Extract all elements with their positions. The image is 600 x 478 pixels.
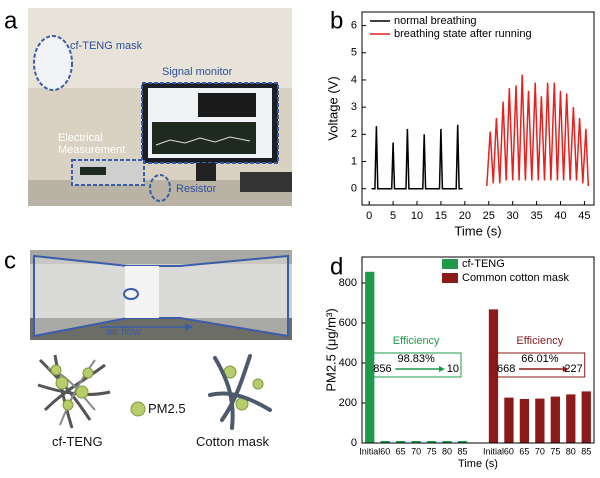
x-tick-label: 0 (366, 210, 372, 222)
y-tick-label: 0 (351, 437, 357, 449)
y-tick-label: 5 (351, 47, 357, 59)
bar (457, 441, 468, 443)
legend-label: breathing state after running (394, 28, 532, 40)
y-tick-label: 6 (351, 19, 357, 31)
y-tick-label: 600 (339, 317, 357, 329)
bar (504, 397, 514, 443)
annotation: 98.83% (397, 353, 435, 365)
bar (566, 394, 576, 443)
bar (519, 399, 530, 443)
x-tick-label: 10 (411, 210, 423, 222)
x-tick-label: 60 (380, 446, 390, 456)
y-tick-label: 0 (351, 183, 357, 195)
annotation-arrowhead (438, 366, 445, 372)
y-tick-label: 3 (351, 101, 357, 113)
annotation: Efficiency (393, 335, 440, 347)
panel-label: d (330, 253, 343, 280)
line-series (486, 74, 590, 187)
x-tick-label: 30 (507, 210, 519, 222)
annotation: 856 (373, 363, 391, 375)
y-tick-label: 800 (339, 277, 357, 289)
photo-label: PM2.5 (148, 401, 186, 416)
annotation-arrowhead (562, 366, 569, 372)
bar (365, 271, 375, 443)
x-tick-label: Initial (359, 446, 380, 456)
annotation: Efficiency (516, 335, 563, 347)
annotation-box (370, 352, 462, 378)
photo-label: Signal monitor (162, 66, 233, 78)
line-series (371, 124, 463, 190)
y-tick-label: 2 (351, 128, 357, 140)
photo-label: Electrical Measurement (58, 132, 126, 156)
photo-a (28, 8, 292, 206)
plot-frame (361, 256, 595, 444)
x-tick-label: 5 (390, 210, 396, 222)
annotation: 66.01% (521, 353, 559, 365)
photo-label: cf-TENG mask (70, 40, 143, 52)
y-axis-label: PM2.5 (μg/m³) (323, 308, 338, 391)
annotation: 668 (497, 363, 515, 375)
x-tick-label: 85 (458, 446, 468, 456)
legend-label: normal breathing (394, 15, 477, 27)
photo-label: cf-TENG (52, 434, 103, 449)
x-tick-label: 70 (411, 446, 421, 456)
legend-label: Common cotton mask (462, 272, 569, 284)
x-tick-label: 65 (396, 446, 406, 456)
y-axis-label: Voltage (V) (325, 76, 340, 140)
x-tick-label: 75 (550, 446, 560, 456)
x-axis-label: Time (s) (454, 223, 501, 238)
x-tick-label: 80 (442, 446, 452, 456)
x-tick-label: 20 (459, 210, 471, 222)
annotation-box (494, 352, 586, 378)
annotation: 227 (564, 363, 582, 375)
y-tick-label: 400 (339, 357, 357, 369)
x-tick-label: 85 (581, 446, 591, 456)
x-tick-label: 65 (519, 446, 529, 456)
photo-label: air flow (106, 326, 141, 338)
y-tick-label: 200 (339, 397, 357, 409)
annotation: 10 (447, 363, 459, 375)
legend-swatch (442, 273, 458, 283)
legend-swatch (442, 259, 458, 269)
legend-label: cf-TENG (462, 258, 505, 270)
x-tick-label: 75 (427, 446, 437, 456)
plot-frame (361, 11, 595, 206)
panel-label: a (4, 7, 18, 34)
bar (411, 441, 421, 443)
x-tick-label: Initial (483, 446, 504, 456)
panel-label: c (4, 247, 16, 274)
x-tick-label: 35 (530, 210, 542, 222)
bar (396, 441, 406, 443)
x-tick-label: 80 (566, 446, 576, 456)
panel-label: b (330, 7, 343, 34)
bar (488, 309, 499, 443)
x-tick-label: 15 (435, 210, 447, 222)
x-axis-label: Time (s) (458, 458, 498, 470)
x-tick-label: 25 (483, 210, 495, 222)
bar (380, 441, 390, 443)
bar (442, 441, 452, 443)
y-tick-label: 4 (351, 74, 357, 86)
bar (550, 396, 560, 443)
photo-label: Resistor (176, 183, 217, 195)
bar (535, 398, 545, 443)
x-tick-label: 40 (554, 210, 566, 222)
y-tick-label: 1 (351, 155, 357, 167)
x-tick-label: 70 (535, 446, 545, 456)
bar (426, 441, 437, 443)
photo-c (30, 250, 292, 430)
bar (581, 391, 591, 443)
x-tick-label: 60 (504, 446, 514, 456)
x-tick-label: 45 (578, 210, 590, 222)
photo-label: Cotton mask (196, 434, 269, 449)
